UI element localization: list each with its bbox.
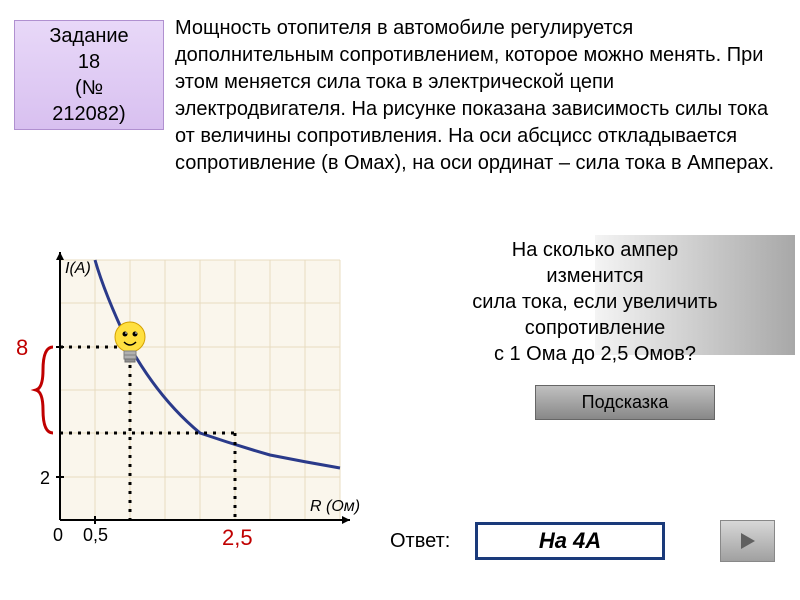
question-line-2: изменится [395, 263, 795, 289]
answer-value: На 4А [539, 528, 601, 554]
problem-text: Мощность отопителя в автомобиле регулиру… [175, 15, 790, 177]
y-tick-8: 8 [16, 335, 28, 361]
next-button[interactable] [720, 520, 775, 562]
task-title-3: (№ [75, 75, 103, 101]
y-axis-label: I(A) [65, 260, 91, 278]
chart: I(A) R (Ом) 2 8 0 0,5 2,5 [10, 250, 370, 560]
x-tick-0: 0 [53, 525, 63, 546]
question-line-4: сопротивление [395, 315, 795, 341]
hint-label: Подсказка [582, 392, 669, 413]
chart-bracket [36, 347, 53, 433]
y-tick-2: 2 [40, 468, 50, 489]
answer-box: На 4А [475, 522, 665, 560]
answer-label: Ответ: [390, 530, 450, 553]
question-box: На сколько ампер изменится сила тока, ес… [395, 235, 795, 355]
task-title-1: Задание [49, 23, 128, 49]
task-title-4: 212082) [52, 101, 125, 127]
x-tick-25: 2,5 [222, 525, 253, 551]
arrow-right-icon [736, 529, 760, 553]
question-line-5: с 1 Ома до 2,5 Омов? [395, 341, 795, 367]
task-box: Задание 18 (№ 212082) [14, 20, 164, 130]
task-title-2: 18 [78, 49, 100, 75]
x-axis-label: R (Ом) [310, 498, 360, 516]
x-tick-05: 0,5 [83, 525, 108, 546]
question-line-1: На сколько ампер [395, 237, 795, 263]
question-line-3: сила тока, если увеличить [395, 289, 795, 315]
hint-button[interactable]: Подсказка [535, 385, 715, 420]
